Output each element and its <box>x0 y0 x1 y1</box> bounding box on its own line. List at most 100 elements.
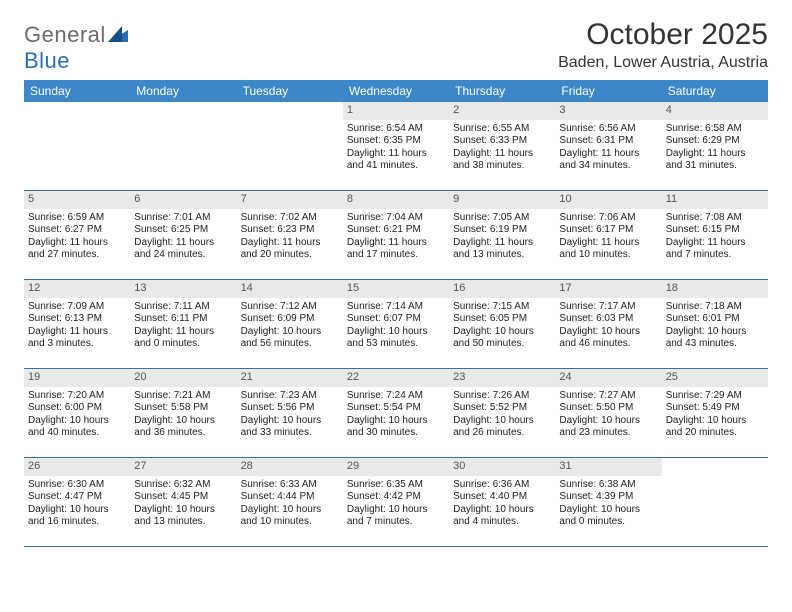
sunrise-text: Sunrise: 6:35 AM <box>347 479 445 492</box>
daylight-text: Daylight: 10 hours and 0 minutes. <box>559 504 657 529</box>
brand-word-1: General <box>24 22 106 47</box>
daylight-text: Daylight: 10 hours and 36 minutes. <box>134 415 232 440</box>
day-cell: 16Sunrise: 7:15 AMSunset: 6:05 PMDayligh… <box>449 280 555 368</box>
sunset-text: Sunset: 6:27 PM <box>28 224 126 237</box>
day-cell: 30Sunrise: 6:36 AMSunset: 4:40 PMDayligh… <box>449 458 555 546</box>
day-cell: 20Sunrise: 7:21 AMSunset: 5:58 PMDayligh… <box>130 369 236 457</box>
day-number: 15 <box>343 280 449 298</box>
daylight-text: Daylight: 10 hours and 4 minutes. <box>453 504 551 529</box>
day-number: 14 <box>237 280 343 298</box>
brand-word-2: Blue <box>24 48 70 73</box>
sunset-text: Sunset: 4:42 PM <box>347 491 445 504</box>
daylight-text: Daylight: 11 hours and 20 minutes. <box>241 237 339 262</box>
weekday-header: Thursday <box>449 80 555 102</box>
weekday-header: Saturday <box>662 80 768 102</box>
sunset-text: Sunset: 6:05 PM <box>453 313 551 326</box>
daylight-text: Daylight: 10 hours and 43 minutes. <box>666 326 764 351</box>
sunset-text: Sunset: 4:47 PM <box>28 491 126 504</box>
day-number: 13 <box>130 280 236 298</box>
day-number: 8 <box>343 191 449 209</box>
day-number: 24 <box>555 369 661 387</box>
sunrise-text: Sunrise: 6:33 AM <box>241 479 339 492</box>
sunset-text: Sunset: 6:33 PM <box>453 135 551 148</box>
daylight-text: Daylight: 10 hours and 46 minutes. <box>559 326 657 351</box>
day-number: 7 <box>237 191 343 209</box>
sunrise-text: Sunrise: 6:55 AM <box>453 123 551 136</box>
sunrise-text: Sunrise: 7:20 AM <box>28 390 126 403</box>
sunrise-text: Sunrise: 7:11 AM <box>134 301 232 314</box>
daylight-text: Daylight: 10 hours and 56 minutes. <box>241 326 339 351</box>
sunrise-text: Sunrise: 6:32 AM <box>134 479 232 492</box>
week-row: 1Sunrise: 6:54 AMSunset: 6:35 PMDaylight… <box>24 102 768 191</box>
weeks-container: 1Sunrise: 6:54 AMSunset: 6:35 PMDaylight… <box>24 102 768 547</box>
daylight-text: Daylight: 10 hours and 53 minutes. <box>347 326 445 351</box>
day-cell: 23Sunrise: 7:26 AMSunset: 5:52 PMDayligh… <box>449 369 555 457</box>
brand-logo: General Blue <box>24 18 128 74</box>
daylight-text: Daylight: 10 hours and 10 minutes. <box>241 504 339 529</box>
calendar-grid: SundayMondayTuesdayWednesdayThursdayFrid… <box>24 80 768 547</box>
sunrise-text: Sunrise: 6:56 AM <box>559 123 657 136</box>
daylight-text: Daylight: 11 hours and 7 minutes. <box>666 237 764 262</box>
sunrise-text: Sunrise: 7:12 AM <box>241 301 339 314</box>
day-number: 12 <box>24 280 130 298</box>
day-number: 20 <box>130 369 236 387</box>
day-cell: 3Sunrise: 6:56 AMSunset: 6:31 PMDaylight… <box>555 102 661 190</box>
day-number: 2 <box>449 102 555 120</box>
sunset-text: Sunset: 6:01 PM <box>666 313 764 326</box>
daylight-text: Daylight: 10 hours and 23 minutes. <box>559 415 657 440</box>
week-row: 19Sunrise: 7:20 AMSunset: 6:00 PMDayligh… <box>24 369 768 458</box>
day-number: 11 <box>662 191 768 209</box>
day-number: 9 <box>449 191 555 209</box>
day-cell: 8Sunrise: 7:04 AMSunset: 6:21 PMDaylight… <box>343 191 449 279</box>
weekday-header: Monday <box>130 80 236 102</box>
day-number: 21 <box>237 369 343 387</box>
day-cell: 29Sunrise: 6:35 AMSunset: 4:42 PMDayligh… <box>343 458 449 546</box>
day-number: 29 <box>343 458 449 476</box>
day-cell: 15Sunrise: 7:14 AMSunset: 6:07 PMDayligh… <box>343 280 449 368</box>
day-cell: 6Sunrise: 7:01 AMSunset: 6:25 PMDaylight… <box>130 191 236 279</box>
sunrise-text: Sunrise: 7:04 AM <box>347 212 445 225</box>
day-number: 1 <box>343 102 449 120</box>
sunrise-text: Sunrise: 7:09 AM <box>28 301 126 314</box>
day-cell-empty <box>130 102 236 190</box>
sunset-text: Sunset: 5:58 PM <box>134 402 232 415</box>
daylight-text: Daylight: 10 hours and 16 minutes. <box>28 504 126 529</box>
sunrise-text: Sunrise: 6:38 AM <box>559 479 657 492</box>
daylight-text: Daylight: 11 hours and 41 minutes. <box>347 148 445 173</box>
sunrise-text: Sunrise: 7:26 AM <box>453 390 551 403</box>
day-cell: 12Sunrise: 7:09 AMSunset: 6:13 PMDayligh… <box>24 280 130 368</box>
daylight-text: Daylight: 10 hours and 30 minutes. <box>347 415 445 440</box>
day-cell: 26Sunrise: 6:30 AMSunset: 4:47 PMDayligh… <box>24 458 130 546</box>
day-cell: 22Sunrise: 7:24 AMSunset: 5:54 PMDayligh… <box>343 369 449 457</box>
sunrise-text: Sunrise: 7:02 AM <box>241 212 339 225</box>
sunset-text: Sunset: 6:35 PM <box>347 135 445 148</box>
daylight-text: Daylight: 11 hours and 3 minutes. <box>28 326 126 351</box>
sunrise-text: Sunrise: 6:36 AM <box>453 479 551 492</box>
location-text: Baden, Lower Austria, Austria <box>558 54 768 72</box>
sunrise-text: Sunrise: 7:05 AM <box>453 212 551 225</box>
day-cell: 27Sunrise: 6:32 AMSunset: 4:45 PMDayligh… <box>130 458 236 546</box>
day-cell-empty <box>662 458 768 546</box>
day-number: 18 <box>662 280 768 298</box>
sunrise-text: Sunrise: 7:24 AM <box>347 390 445 403</box>
day-number: 16 <box>449 280 555 298</box>
day-cell: 19Sunrise: 7:20 AMSunset: 6:00 PMDayligh… <box>24 369 130 457</box>
daylight-text: Daylight: 10 hours and 40 minutes. <box>28 415 126 440</box>
sunrise-text: Sunrise: 7:29 AM <box>666 390 764 403</box>
day-cell: 31Sunrise: 6:38 AMSunset: 4:39 PMDayligh… <box>555 458 661 546</box>
sunrise-text: Sunrise: 6:58 AM <box>666 123 764 136</box>
weekday-header: Friday <box>555 80 661 102</box>
daylight-text: Daylight: 11 hours and 27 minutes. <box>28 237 126 262</box>
sunset-text: Sunset: 5:56 PM <box>241 402 339 415</box>
day-number: 22 <box>343 369 449 387</box>
sunset-text: Sunset: 6:07 PM <box>347 313 445 326</box>
day-cell: 5Sunrise: 6:59 AMSunset: 6:27 PMDaylight… <box>24 191 130 279</box>
day-number: 5 <box>24 191 130 209</box>
day-cell: 10Sunrise: 7:06 AMSunset: 6:17 PMDayligh… <box>555 191 661 279</box>
day-number: 31 <box>555 458 661 476</box>
daylight-text: Daylight: 10 hours and 20 minutes. <box>666 415 764 440</box>
day-cell: 21Sunrise: 7:23 AMSunset: 5:56 PMDayligh… <box>237 369 343 457</box>
sunset-text: Sunset: 6:09 PM <box>241 313 339 326</box>
sunset-text: Sunset: 6:31 PM <box>559 135 657 148</box>
sunset-text: Sunset: 5:52 PM <box>453 402 551 415</box>
